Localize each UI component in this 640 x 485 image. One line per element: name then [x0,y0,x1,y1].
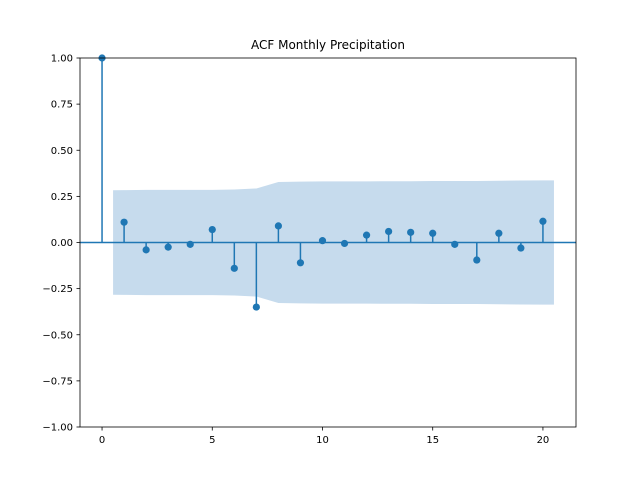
acf-point-lag-12 [362,231,371,239]
acf-point-lag-18 [495,229,503,237]
x-tick-label: 5 [209,435,215,446]
acf-point-lag-3 [164,243,172,251]
y-tick-label: 1.00 [51,54,73,65]
acf-point-lag-1 [120,218,128,226]
acf-point-lag-6 [230,264,238,272]
y-tick-label: 0.75 [51,100,73,111]
acf-point-lag-20 [539,217,547,225]
acf-point-lag-16 [451,240,459,248]
y-tick-label: −0.25 [42,284,73,295]
chart-title: ACF Monthly Precipitation [251,38,405,52]
acf-point-lag-9 [296,259,305,267]
acf-point-lag-2 [142,246,150,254]
y-tick-label: −0.50 [42,330,73,341]
acf-point-lag-19 [517,244,525,252]
acf-point-lag-7 [252,303,260,311]
y-tick-label: 0.50 [51,146,73,157]
acf-point-lag-11 [340,239,349,248]
acf-point-lag-10 [318,237,327,245]
y-tick-label: 0.00 [51,238,73,249]
x-axis-ticks: 0 5 10 15 20 [99,427,549,446]
acf-point-lag-17 [473,256,481,264]
x-tick-label: 10 [316,435,329,446]
acf-point-lag-13 [385,227,393,236]
x-tick-label: 0 [99,435,105,446]
y-tick-label: −0.75 [42,376,73,387]
acf-point-lag-15 [429,229,437,237]
x-tick-label: 15 [426,435,439,446]
x-tick-label: 20 [537,435,550,446]
acf-point-lag-8 [274,222,282,230]
acf-point-lag-4 [186,240,194,248]
acf-point-lag-5 [208,225,216,234]
y-tick-label: −1.00 [42,423,73,434]
marker-layer [98,54,547,311]
y-tick-label: 0.25 [51,192,73,203]
acf-point-lag-14 [407,228,415,236]
y-axis-ticks: −1.00 −0.75 −0.50 −0.25 0.00 0.25 0.50 0.75 1.00 [42,54,80,434]
